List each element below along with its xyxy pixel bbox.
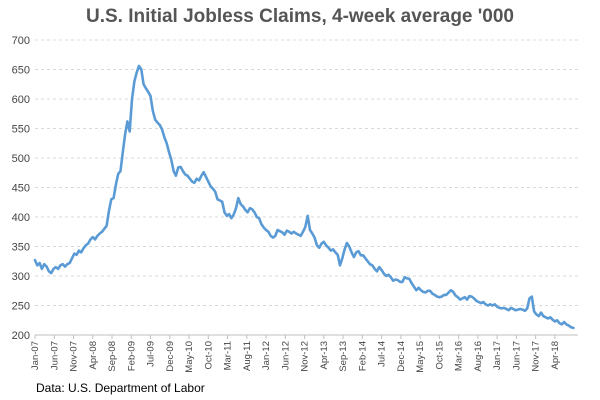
x-tick-label: Mar-11: [223, 341, 234, 370]
y-tick-label: 250: [12, 301, 30, 313]
x-tick-label: Dec-09: [165, 341, 176, 372]
y-tick-label: 550: [12, 124, 30, 136]
x-tick-label: Sep-08: [107, 341, 118, 372]
x-axis: [34, 334, 578, 339]
x-tick-label: Nov-12: [300, 341, 311, 372]
chart-title: U.S. Initial Jobless Claims, 4-week aver…: [85, 6, 514, 27]
x-tick-label: Feb-09: [126, 341, 137, 371]
y-tick-label: 350: [12, 242, 30, 254]
y-tick-label: 200: [12, 330, 30, 342]
y-tick-label: 500: [12, 153, 30, 165]
x-tick-label: Nov-17: [531, 341, 542, 372]
x-tick-label: Jun-12: [280, 341, 291, 370]
x-tick-label: May-10: [184, 341, 195, 373]
x-tick-label: Aug-16: [473, 341, 484, 372]
x-tick-label: Sep-13: [338, 341, 349, 372]
x-tick-label: Jul-09: [146, 341, 157, 367]
x-axis-labels: Jan-07 Jun-07 Nov-07 Apr-08 Sep-08 Feb-09 Jul-…: [30, 341, 561, 373]
x-tick-label: Jan-12: [261, 341, 272, 370]
series-line: [33, 64, 575, 330]
source-note: Data: U.S. Department of Labor: [36, 381, 205, 395]
x-tick-label: May-15: [415, 341, 426, 373]
x-tick-label: Jul-14: [377, 341, 388, 367]
y-tick-label: 450: [12, 183, 30, 195]
y-tick-label: 600: [12, 94, 30, 106]
x-tick-label: Jan-07: [30, 341, 41, 370]
x-tick-label: Apr-13: [319, 341, 330, 370]
x-tick-label: Feb-14: [357, 341, 368, 371]
x-tick-label: Apr-08: [88, 341, 99, 370]
x-tick-label: Jun-07: [49, 341, 60, 370]
x-tick-label: Oct-15: [434, 341, 445, 370]
y-axis: 200 250 300 350 400 450 500 550 600 650 700: [12, 35, 30, 342]
y-tick-label: 650: [12, 65, 30, 77]
y-tick-label: 700: [12, 35, 30, 47]
x-tick-label: Mar-16: [454, 341, 465, 371]
y-tick-label: 400: [12, 212, 30, 224]
x-tick-label: Nov-07: [69, 341, 80, 372]
x-tick-label: Dec-14: [396, 341, 407, 372]
x-tick-label: Jan-17: [492, 341, 503, 370]
y-tick-label: 300: [12, 271, 30, 283]
x-tick-label: Oct-10: [203, 341, 214, 370]
x-tick-label: Aug-11: [242, 341, 253, 371]
series: [33, 64, 575, 330]
x-tick-label: Jun-17: [511, 341, 522, 370]
x-tick-label: Apr-18: [550, 341, 561, 370]
gridlines: [35, 39, 578, 306]
